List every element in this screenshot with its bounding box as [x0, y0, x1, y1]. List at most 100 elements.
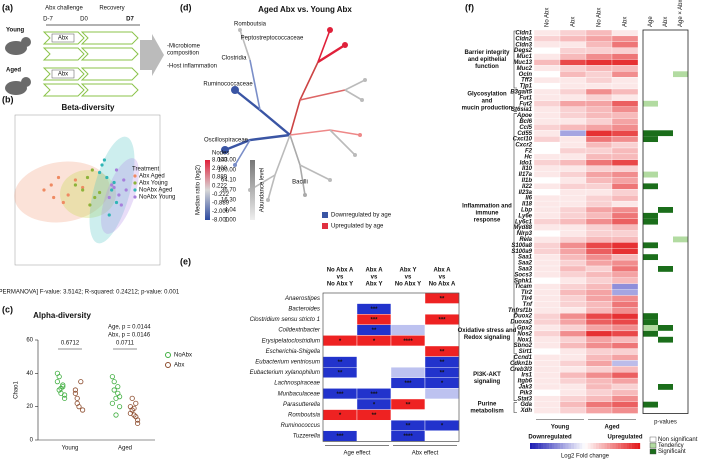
cell — [585, 65, 613, 72]
p-cell — [643, 106, 658, 113]
scale-step — [631, 443, 635, 449]
cell — [533, 295, 561, 302]
cell — [585, 377, 613, 385]
cell — [585, 218, 613, 225]
p-cell — [643, 242, 658, 249]
p-cell — [673, 295, 688, 302]
p-cell — [643, 183, 658, 190]
gene-label: Saa3 — [518, 267, 533, 273]
cell — [611, 236, 639, 243]
p-cell — [643, 384, 658, 390]
p-cell — [658, 212, 673, 219]
p-cell — [658, 83, 673, 89]
p-cell — [658, 319, 673, 325]
cell — [559, 206, 587, 214]
star: ** — [338, 360, 343, 366]
p-cell — [643, 378, 658, 384]
cell — [390, 303, 426, 315]
p-cell — [658, 89, 673, 95]
cell — [533, 389, 561, 396]
cell — [585, 141, 613, 149]
legend-swatch — [133, 195, 137, 199]
gene-label: Gda — [520, 402, 532, 408]
cell — [611, 124, 639, 131]
cell — [533, 212, 561, 219]
p-cell — [673, 112, 688, 119]
point — [72, 387, 79, 393]
scale-step — [626, 443, 630, 449]
cell — [585, 177, 613, 184]
gene-label: Ly6e — [518, 213, 532, 219]
cell — [533, 265, 561, 273]
cell — [559, 307, 587, 314]
point — [56, 175, 61, 180]
point — [107, 195, 111, 200]
p-cell — [643, 354, 658, 361]
p-cell — [643, 30, 658, 36]
gene-label: Gpx2 — [517, 326, 533, 332]
scale-step — [596, 443, 599, 449]
cell — [559, 295, 587, 302]
p-cell — [643, 124, 658, 131]
p-cell — [643, 254, 658, 261]
point — [115, 384, 121, 390]
cell — [390, 388, 426, 400]
p-cell — [643, 165, 658, 172]
star: ** — [372, 328, 377, 334]
cell — [559, 254, 587, 261]
cell — [585, 100, 613, 107]
key-tick: 16.30 — [221, 198, 237, 204]
cell — [533, 171, 561, 178]
gene-label: S100a9 — [511, 249, 532, 255]
cell — [533, 88, 561, 96]
row-label: Lachnospiraceae — [274, 381, 320, 387]
group-label: Young — [551, 425, 570, 431]
point — [88, 203, 92, 207]
cell — [533, 271, 561, 278]
key-tick: 0.222 — [212, 183, 228, 189]
cell — [611, 330, 639, 337]
cell — [424, 388, 460, 400]
outcome: -Microbiome — [167, 44, 201, 50]
phase-label: Recovery — [99, 6, 124, 12]
cell — [533, 372, 561, 379]
p-cell — [673, 59, 688, 66]
taxon-label: Romboutsia — [234, 22, 267, 28]
x-tick-label: Aged — [118, 446, 132, 452]
group-label: metabolism — [470, 409, 503, 415]
cell — [611, 307, 639, 314]
cell — [585, 88, 613, 96]
p-cell — [643, 136, 658, 143]
p-cell — [658, 295, 673, 302]
column-header: No Abx A — [429, 282, 456, 288]
cell — [559, 407, 587, 414]
cell — [559, 124, 587, 131]
cell — [585, 82, 613, 90]
p-cell — [673, 30, 688, 36]
p-cell — [643, 71, 658, 78]
p-cell — [643, 336, 658, 343]
column-header: Abx — [623, 17, 629, 27]
scale-step — [629, 443, 632, 449]
point — [74, 395, 80, 401]
p-cell — [658, 177, 673, 184]
row-label: Ruminococcus — [281, 423, 320, 429]
cell — [322, 345, 358, 357]
p-cell — [673, 53, 688, 60]
p-cell — [673, 330, 688, 337]
cell — [585, 395, 613, 402]
cell — [424, 335, 460, 347]
point — [73, 183, 78, 187]
bracket — [513, 313, 517, 354]
cell — [585, 124, 613, 131]
point — [73, 178, 78, 182]
y-tick-label: 40 — [26, 371, 33, 377]
cell — [611, 65, 639, 72]
gene-label: Jak3 — [519, 385, 533, 391]
p-cell — [673, 271, 688, 278]
p-cell — [643, 366, 658, 373]
cell — [585, 271, 613, 278]
p-cell — [658, 100, 673, 107]
p-cell — [673, 384, 688, 390]
gene-label: Ccnd1 — [514, 355, 533, 361]
